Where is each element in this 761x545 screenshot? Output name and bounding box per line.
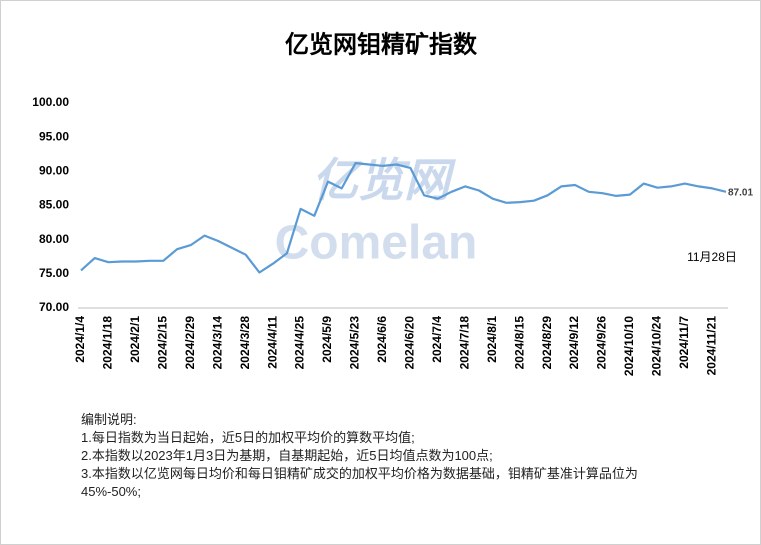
x-tick-label: 2024/8/29 <box>540 316 554 370</box>
y-tick-label: 90.00 <box>39 164 69 178</box>
x-tick-label: 2024/9/12 <box>567 316 581 370</box>
x-tick-label: 2024/11/7 <box>677 316 691 369</box>
x-tick-label: 2024/4/11 <box>265 316 279 369</box>
x-tick-label: 2024/5/23 <box>348 316 362 370</box>
x-tick-label: 2024/2/1 <box>128 316 142 363</box>
x-tick-label: 2024/4/25 <box>293 316 307 370</box>
x-tick-label: 2024/1/18 <box>101 316 115 370</box>
x-tick-label: 2024/1/4 <box>73 316 87 363</box>
y-tick-label: 80.00 <box>39 232 69 246</box>
x-tick-label: 2024/10/24 <box>650 316 664 376</box>
watermark: Comelan <box>275 217 478 270</box>
x-tick-label: 2024/2/15 <box>156 316 170 370</box>
x-tick-label: 2024/5/9 <box>320 316 334 363</box>
x-tick-label: 2024/11/21 <box>704 316 718 376</box>
chart: 亿览网钼精矿指数 亿览网 Comelan 11月28日 70.0075.0080… <box>32 30 753 377</box>
x-tick-label: 2024/9/26 <box>595 316 609 370</box>
notes-title: 编制说明: <box>81 412 137 427</box>
x-tick-label: 2024/7/4 <box>430 316 444 363</box>
notes: 编制说明: 1.每日指数为当日起始，近5日的加权平均价的算数平均值; 2.本指数… <box>81 411 681 501</box>
y-tick-label: 70.00 <box>39 300 69 314</box>
y-tick-label: 75.00 <box>39 266 69 280</box>
x-tick-label: 2024/7/18 <box>457 316 471 370</box>
data-line <box>80 162 727 274</box>
x-tick-label: 2024/2/29 <box>183 316 197 370</box>
x-tick-label: 2024/6/20 <box>403 316 417 370</box>
data-label: 87.01 <box>728 187 753 198</box>
y-tick-label: 100.00 <box>32 95 69 109</box>
x-tick-label: 2024/10/10 <box>622 316 636 376</box>
y-tick-label: 95.00 <box>39 129 69 143</box>
x-tick-label: 2024/3/14 <box>210 316 224 370</box>
y-tick-label: 85.00 <box>39 198 69 212</box>
chart-title: 亿览网钼精矿指数 <box>285 30 478 59</box>
note-line: 1.每日指数为当日起始，近5日的加权平均价的算数平均值; <box>81 430 415 445</box>
note-line: 2.本指数以2023年1月3日为基期，自基期起始，近5日均值点数为100点; <box>81 448 493 463</box>
x-tick-label: 2024/3/28 <box>238 316 252 370</box>
x-tick-label: 2024/6/6 <box>375 316 389 363</box>
annotation: 11月28日 <box>687 250 737 264</box>
x-tick-label: 2024/8/15 <box>512 316 526 370</box>
x-tick-label: 2024/8/1 <box>485 316 499 363</box>
note-line: 3.本指数以亿览网每日均价和每日钼精矿成交的加权平均价格为数据基础，钼精矿基准计… <box>81 466 638 499</box>
